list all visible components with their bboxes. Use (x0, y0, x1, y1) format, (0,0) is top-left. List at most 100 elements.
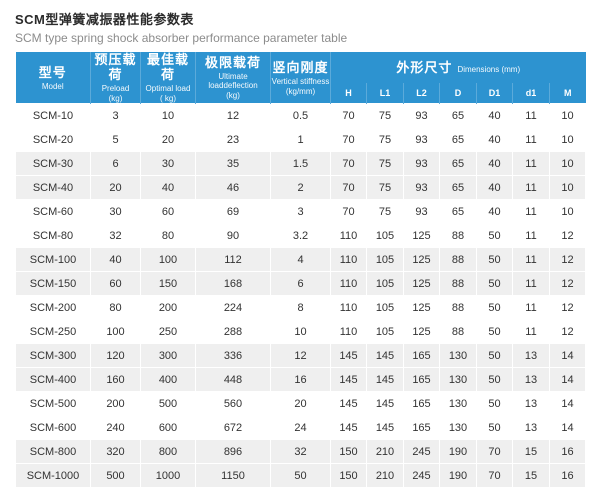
col-header-vertical-stiffness-unit: (kg/mm) (285, 86, 316, 96)
col-header-optimal-load-en: Optimal load (145, 84, 191, 93)
value-cell: 250 (140, 319, 196, 344)
table-row: SCM-800 320 800 896 32 150 210 245 190 70 15 16 (15, 439, 587, 464)
col-header-d1-small: d1 (512, 82, 550, 104)
value-cell: 210 (366, 439, 404, 464)
value-cell: 40 (476, 151, 513, 176)
value-cell: 168 (195, 271, 271, 296)
value-cell: 100 (90, 319, 141, 344)
value-cell: 14 (548, 367, 587, 392)
value-cell: 120 (90, 343, 141, 368)
value-cell: 210 (366, 463, 404, 488)
value-cell: 320 (90, 439, 141, 464)
value-cell: 35 (195, 151, 271, 176)
value-cell: 13 (512, 391, 550, 416)
value-cell: 110 (330, 271, 367, 296)
model-cell: SCM-400 (15, 367, 91, 392)
value-cell: 32 (90, 223, 141, 248)
value-cell: 3 (90, 103, 141, 128)
value-cell: 10 (548, 127, 587, 152)
value-cell: 288 (195, 319, 271, 344)
value-cell: 10 (548, 103, 587, 128)
value-cell: 400 (140, 367, 196, 392)
value-cell: 1150 (195, 463, 271, 488)
value-cell: 40 (476, 199, 513, 224)
col-header-l2: L2 (403, 82, 440, 104)
value-cell: 8 (270, 295, 331, 320)
value-cell: 165 (403, 415, 440, 440)
value-cell: 50 (476, 391, 513, 416)
col-header-h: H (330, 82, 367, 104)
col-group-dimensions: 外形尺寸 Dimensions (mm) (330, 52, 586, 83)
model-cell: SCM-20 (15, 127, 91, 152)
value-cell: 40 (140, 175, 196, 200)
value-cell: 145 (330, 391, 367, 416)
value-cell: 10 (548, 151, 587, 176)
col-header-preload-en: Preload (101, 84, 130, 93)
col-header-l1: L1 (366, 82, 404, 104)
table-row: SCM-150 60 150 168 6 110 105 125 88 50 11 12 (15, 271, 587, 296)
value-cell: 50 (476, 271, 513, 296)
value-cell: 105 (366, 223, 404, 248)
value-cell: 145 (366, 391, 404, 416)
value-cell: 12 (548, 223, 587, 248)
value-cell: 105 (366, 295, 404, 320)
table-row: SCM-1000 500 1000 1150 50 150 210 245 190 70 15 16 (15, 463, 587, 488)
value-cell: 145 (366, 343, 404, 368)
value-cell: 200 (90, 391, 141, 416)
value-cell: 70 (330, 175, 367, 200)
col-header-vertical-stiffness-cn: 竖向刚度 (272, 59, 329, 75)
value-cell: 80 (90, 295, 141, 320)
value-cell: 88 (439, 223, 477, 248)
value-cell: 11 (512, 271, 550, 296)
value-cell: 125 (403, 295, 440, 320)
value-cell: 40 (476, 175, 513, 200)
value-cell: 80 (140, 223, 196, 248)
value-cell: 10 (140, 103, 196, 128)
value-cell: 93 (403, 151, 440, 176)
value-cell: 896 (195, 439, 271, 464)
value-cell: 16 (548, 463, 587, 488)
value-cell: 245 (403, 439, 440, 464)
value-cell: 16 (270, 367, 331, 392)
value-cell: 224 (195, 295, 271, 320)
value-cell: 11 (512, 223, 550, 248)
col-header-d: D (439, 82, 477, 104)
value-cell: 6 (270, 271, 331, 296)
table-row: SCM-250 100 250 288 10 110 105 125 88 50 11 12 (15, 319, 587, 344)
value-cell: 130 (439, 343, 477, 368)
value-cell: 93 (403, 103, 440, 128)
value-cell: 13 (512, 343, 550, 368)
value-cell: 15 (512, 439, 550, 464)
model-cell: SCM-200 (15, 295, 91, 320)
value-cell: 20 (140, 127, 196, 152)
value-cell: 75 (366, 175, 404, 200)
value-cell: 50 (270, 463, 331, 488)
value-cell: 110 (330, 319, 367, 344)
value-cell: 70 (476, 439, 513, 464)
table-row: SCM-10 3 10 12 0.5 70 75 93 65 40 11 10 (15, 103, 587, 128)
model-cell: SCM-100 (15, 247, 91, 272)
value-cell: 50 (476, 415, 513, 440)
value-cell: 40 (476, 127, 513, 152)
value-cell: 448 (195, 367, 271, 392)
value-cell: 70 (330, 103, 367, 128)
value-cell: 65 (439, 151, 477, 176)
value-cell: 130 (439, 367, 477, 392)
value-cell: 10 (548, 175, 587, 200)
value-cell: 46 (195, 175, 271, 200)
value-cell: 3 (270, 199, 331, 224)
value-cell: 245 (403, 463, 440, 488)
value-cell: 12 (548, 271, 587, 296)
value-cell: 70 (330, 151, 367, 176)
value-cell: 11 (512, 295, 550, 320)
value-cell: 145 (330, 415, 367, 440)
value-cell: 70 (330, 199, 367, 224)
value-cell: 240 (90, 415, 141, 440)
value-cell: 65 (439, 103, 477, 128)
col-header-ultimate-load: 极限载荷 Ultimate loaddeflection (kg) (195, 52, 271, 104)
model-cell: SCM-30 (15, 151, 91, 176)
value-cell: 105 (366, 319, 404, 344)
value-cell: 500 (140, 391, 196, 416)
table-row: SCM-400 160 400 448 16 145 145 165 130 50 13 14 (15, 367, 587, 392)
col-header-preload-cn: 预压载荷 (94, 52, 137, 82)
